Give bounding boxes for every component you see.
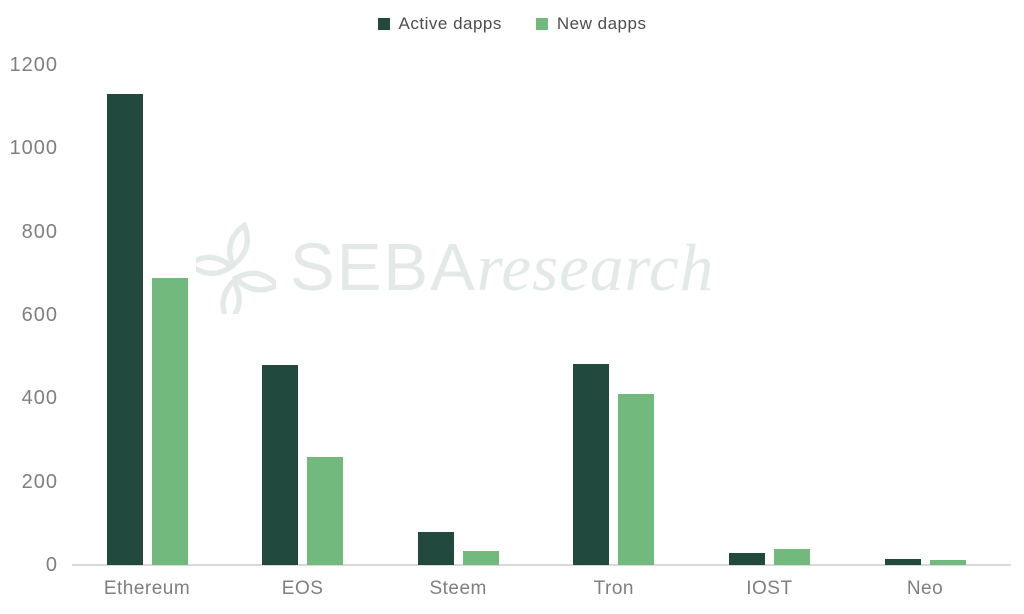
legend-label: New dapps <box>556 14 647 33</box>
bar-active-dapps-iost <box>728 552 765 565</box>
watermark: SEBAresearch <box>196 222 714 314</box>
bar-new-dapps-eos <box>307 456 344 565</box>
legend-swatch-icon <box>377 18 390 30</box>
bar-new-dapps-tron <box>618 394 655 565</box>
x-category-label-neo: Neo <box>906 578 944 599</box>
bar-active-dapps-steem <box>417 531 454 565</box>
watermark-brand: SEBA <box>290 230 477 305</box>
x-category-label-steem: Steem <box>429 578 487 599</box>
y-tick-label: 800 <box>21 220 58 243</box>
bar-new-dapps-steem <box>462 551 499 565</box>
y-tick-label: 400 <box>21 387 58 410</box>
bar-active-dapps-tron <box>573 363 610 565</box>
bar-active-dapps-ethereum <box>106 94 143 565</box>
bar-new-dapps-neo <box>929 560 966 565</box>
x-category-label-eos: EOS <box>281 578 324 599</box>
bar-new-dapps-ethereum <box>151 277 188 565</box>
legend-swatch-icon <box>535 18 548 30</box>
seba-leaf-logo-icon <box>196 222 276 314</box>
y-tick-label: 1000 <box>9 137 58 160</box>
bar-active-dapps-neo <box>884 559 921 565</box>
watermark-suffix: research <box>476 231 715 305</box>
y-tick-label: 200 <box>21 470 58 493</box>
legend-item-new-dapps: New dapps <box>535 14 647 34</box>
x-category-label-tron: Tron <box>593 578 634 599</box>
bar-active-dapps-eos <box>262 365 299 565</box>
y-tick-label: 0 <box>45 554 58 576</box>
x-category-label-ethereum: Ethereum <box>103 578 191 599</box>
x-axis-line <box>72 564 1011 566</box>
watermark-text: SEBAresearch <box>290 234 714 302</box>
chart-legend: Active dapps New dapps <box>0 14 1024 34</box>
x-category-label-iost: IOST <box>746 578 793 599</box>
bar-new-dapps-iost <box>773 549 810 565</box>
y-tick-label: 1200 <box>9 54 58 76</box>
legend-label: Active dapps <box>398 14 502 33</box>
legend-item-active-dapps: Active dapps <box>377 14 502 34</box>
y-tick-label: 600 <box>21 304 58 326</box>
